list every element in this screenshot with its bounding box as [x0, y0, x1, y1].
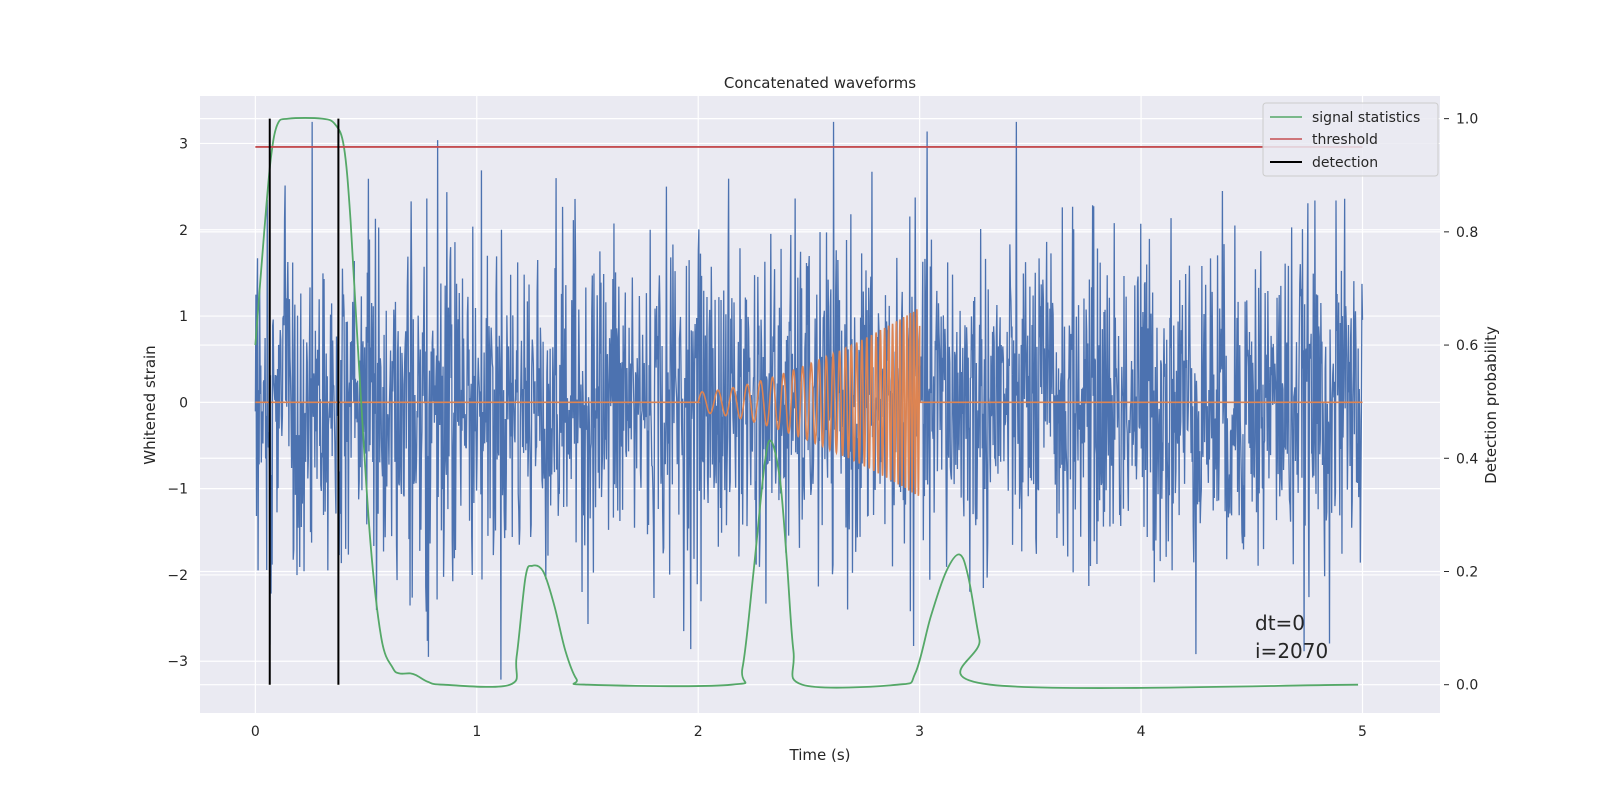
- legend-label-signal-statistics: signal statistics: [1312, 110, 1420, 126]
- legend-box: [1262, 102, 1439, 177]
- x-tick-label: 4: [1137, 724, 1146, 740]
- y-tick-label: −2: [167, 568, 188, 584]
- y-axis-label: Whitened strain: [141, 345, 159, 464]
- x-tick-label: 3: [915, 724, 924, 740]
- signal-statistics-series: [254, 117, 1359, 689]
- chirp-series: [255, 309, 1363, 496]
- y-tick-label: 0: [179, 395, 188, 411]
- x-tick-label: 0: [251, 724, 260, 740]
- y2-tick-label: 0.0: [1456, 678, 1478, 694]
- y-tick-label: 1: [179, 309, 188, 325]
- x-tick-label: 2: [694, 724, 703, 740]
- y-tick-label: −1: [167, 482, 188, 498]
- annotation-dt: dt=0: [1255, 611, 1305, 635]
- axis-ticks: 0 1 2 3 4 5 −3 −2 −1 0 1 2 3 0.0 0.2 0.4 0.6 0.8 1.0: [167, 112, 1478, 740]
- x-tick-label: 5: [1358, 724, 1367, 740]
- noise-line: [254, 121, 1364, 680]
- x-tick-label: 1: [472, 724, 481, 740]
- legend-label-detection: detection: [1312, 155, 1378, 171]
- legend: signal statistics threshold detection: [1262, 102, 1439, 177]
- signal-statistics-line: [254, 117, 1359, 689]
- y2-tick-label: 0.2: [1456, 564, 1478, 580]
- y2-tick-label: 0.6: [1456, 338, 1478, 354]
- legend-label-threshold: threshold: [1312, 132, 1378, 148]
- y-tick-label: 2: [179, 223, 188, 239]
- y-tick-label: 3: [179, 136, 188, 152]
- detection-series: [268, 118, 340, 685]
- chirp-line: [255, 309, 1363, 496]
- y2-tick-label: 0.8: [1456, 225, 1478, 241]
- y2-axis-label: Detection probability: [1482, 326, 1500, 484]
- x-axis-label: Time (s): [789, 746, 851, 764]
- y2-tick-label: 1.0: [1456, 112, 1478, 128]
- noise-series: [254, 121, 1364, 680]
- annotation-index: i=2070: [1255, 639, 1328, 663]
- y-tick-label: −3: [167, 654, 188, 670]
- y2-tick-label: 0.4: [1456, 451, 1478, 467]
- chart-title: Concatenated waveforms: [724, 74, 916, 92]
